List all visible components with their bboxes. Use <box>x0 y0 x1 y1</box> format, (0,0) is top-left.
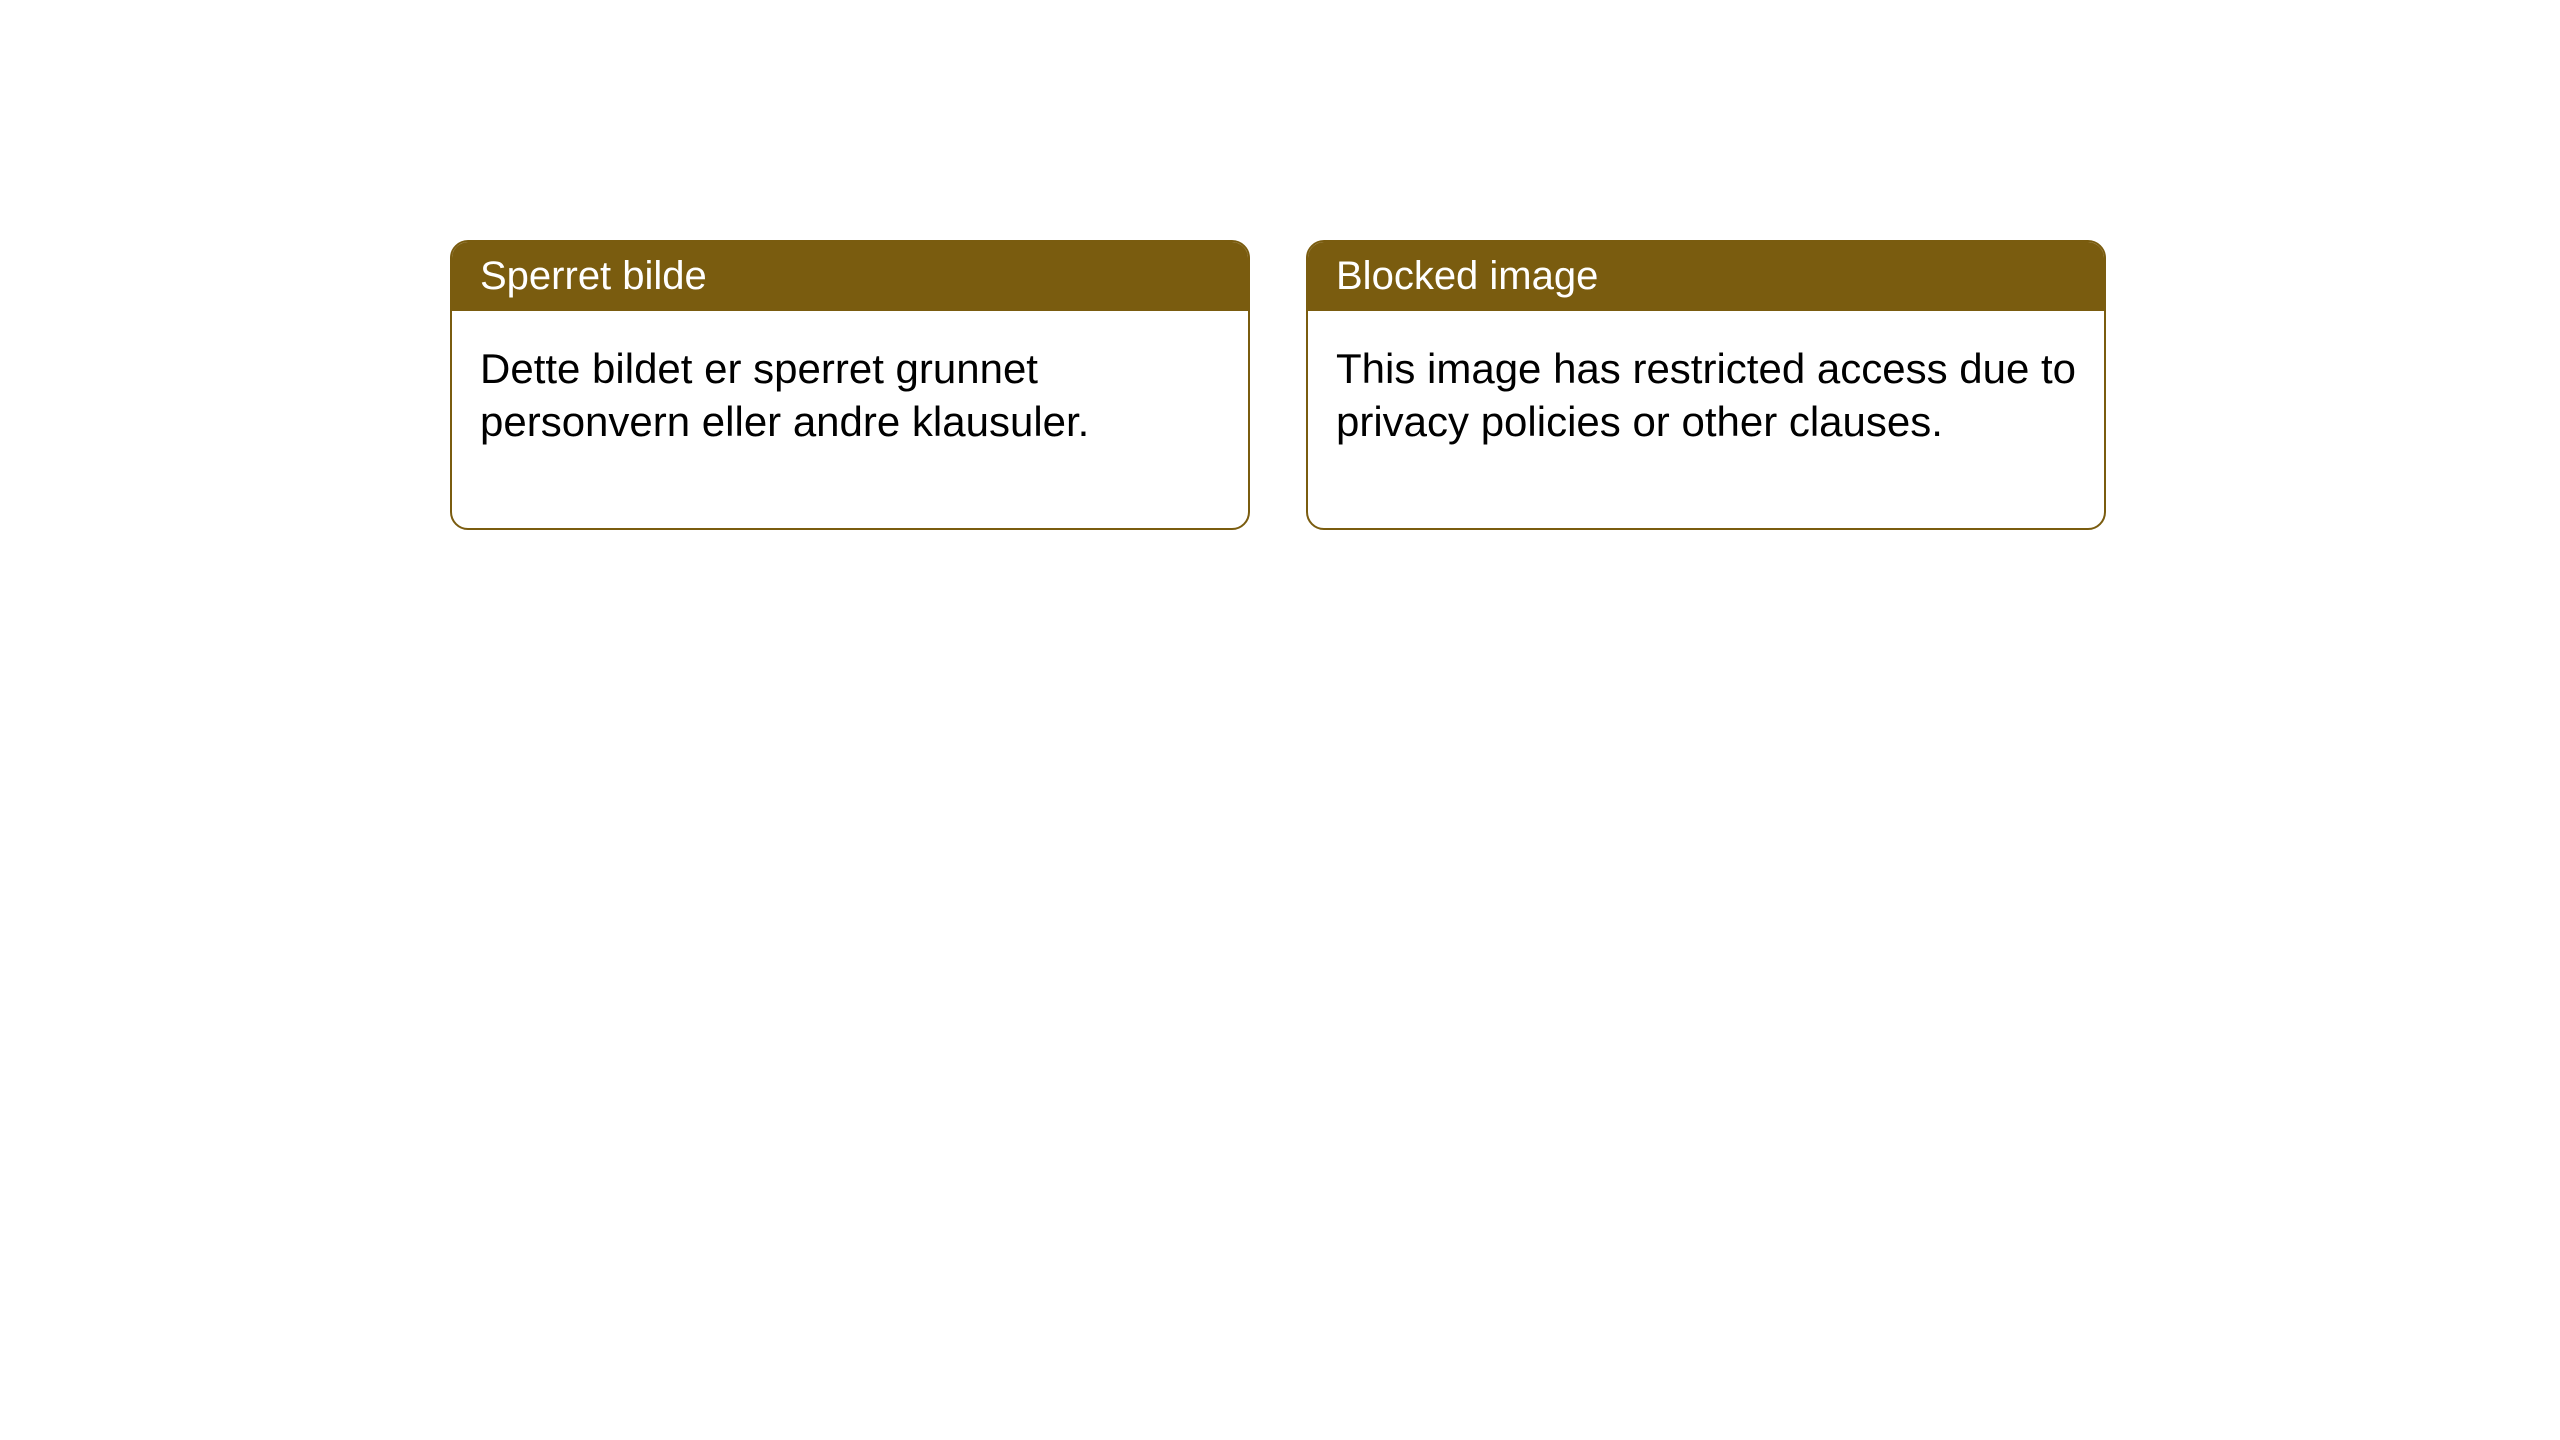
notice-cards-container: Sperret bilde Dette bildet er sperret gr… <box>450 240 2560 530</box>
notice-card-english: Blocked image This image has restricted … <box>1306 240 2106 530</box>
notice-card-body: This image has restricted access due to … <box>1308 311 2104 528</box>
notice-card-body: Dette bildet er sperret grunnet personve… <box>452 311 1248 528</box>
notice-card-header: Sperret bilde <box>452 242 1248 311</box>
notice-card-header: Blocked image <box>1308 242 2104 311</box>
notice-card-norwegian: Sperret bilde Dette bildet er sperret gr… <box>450 240 1250 530</box>
